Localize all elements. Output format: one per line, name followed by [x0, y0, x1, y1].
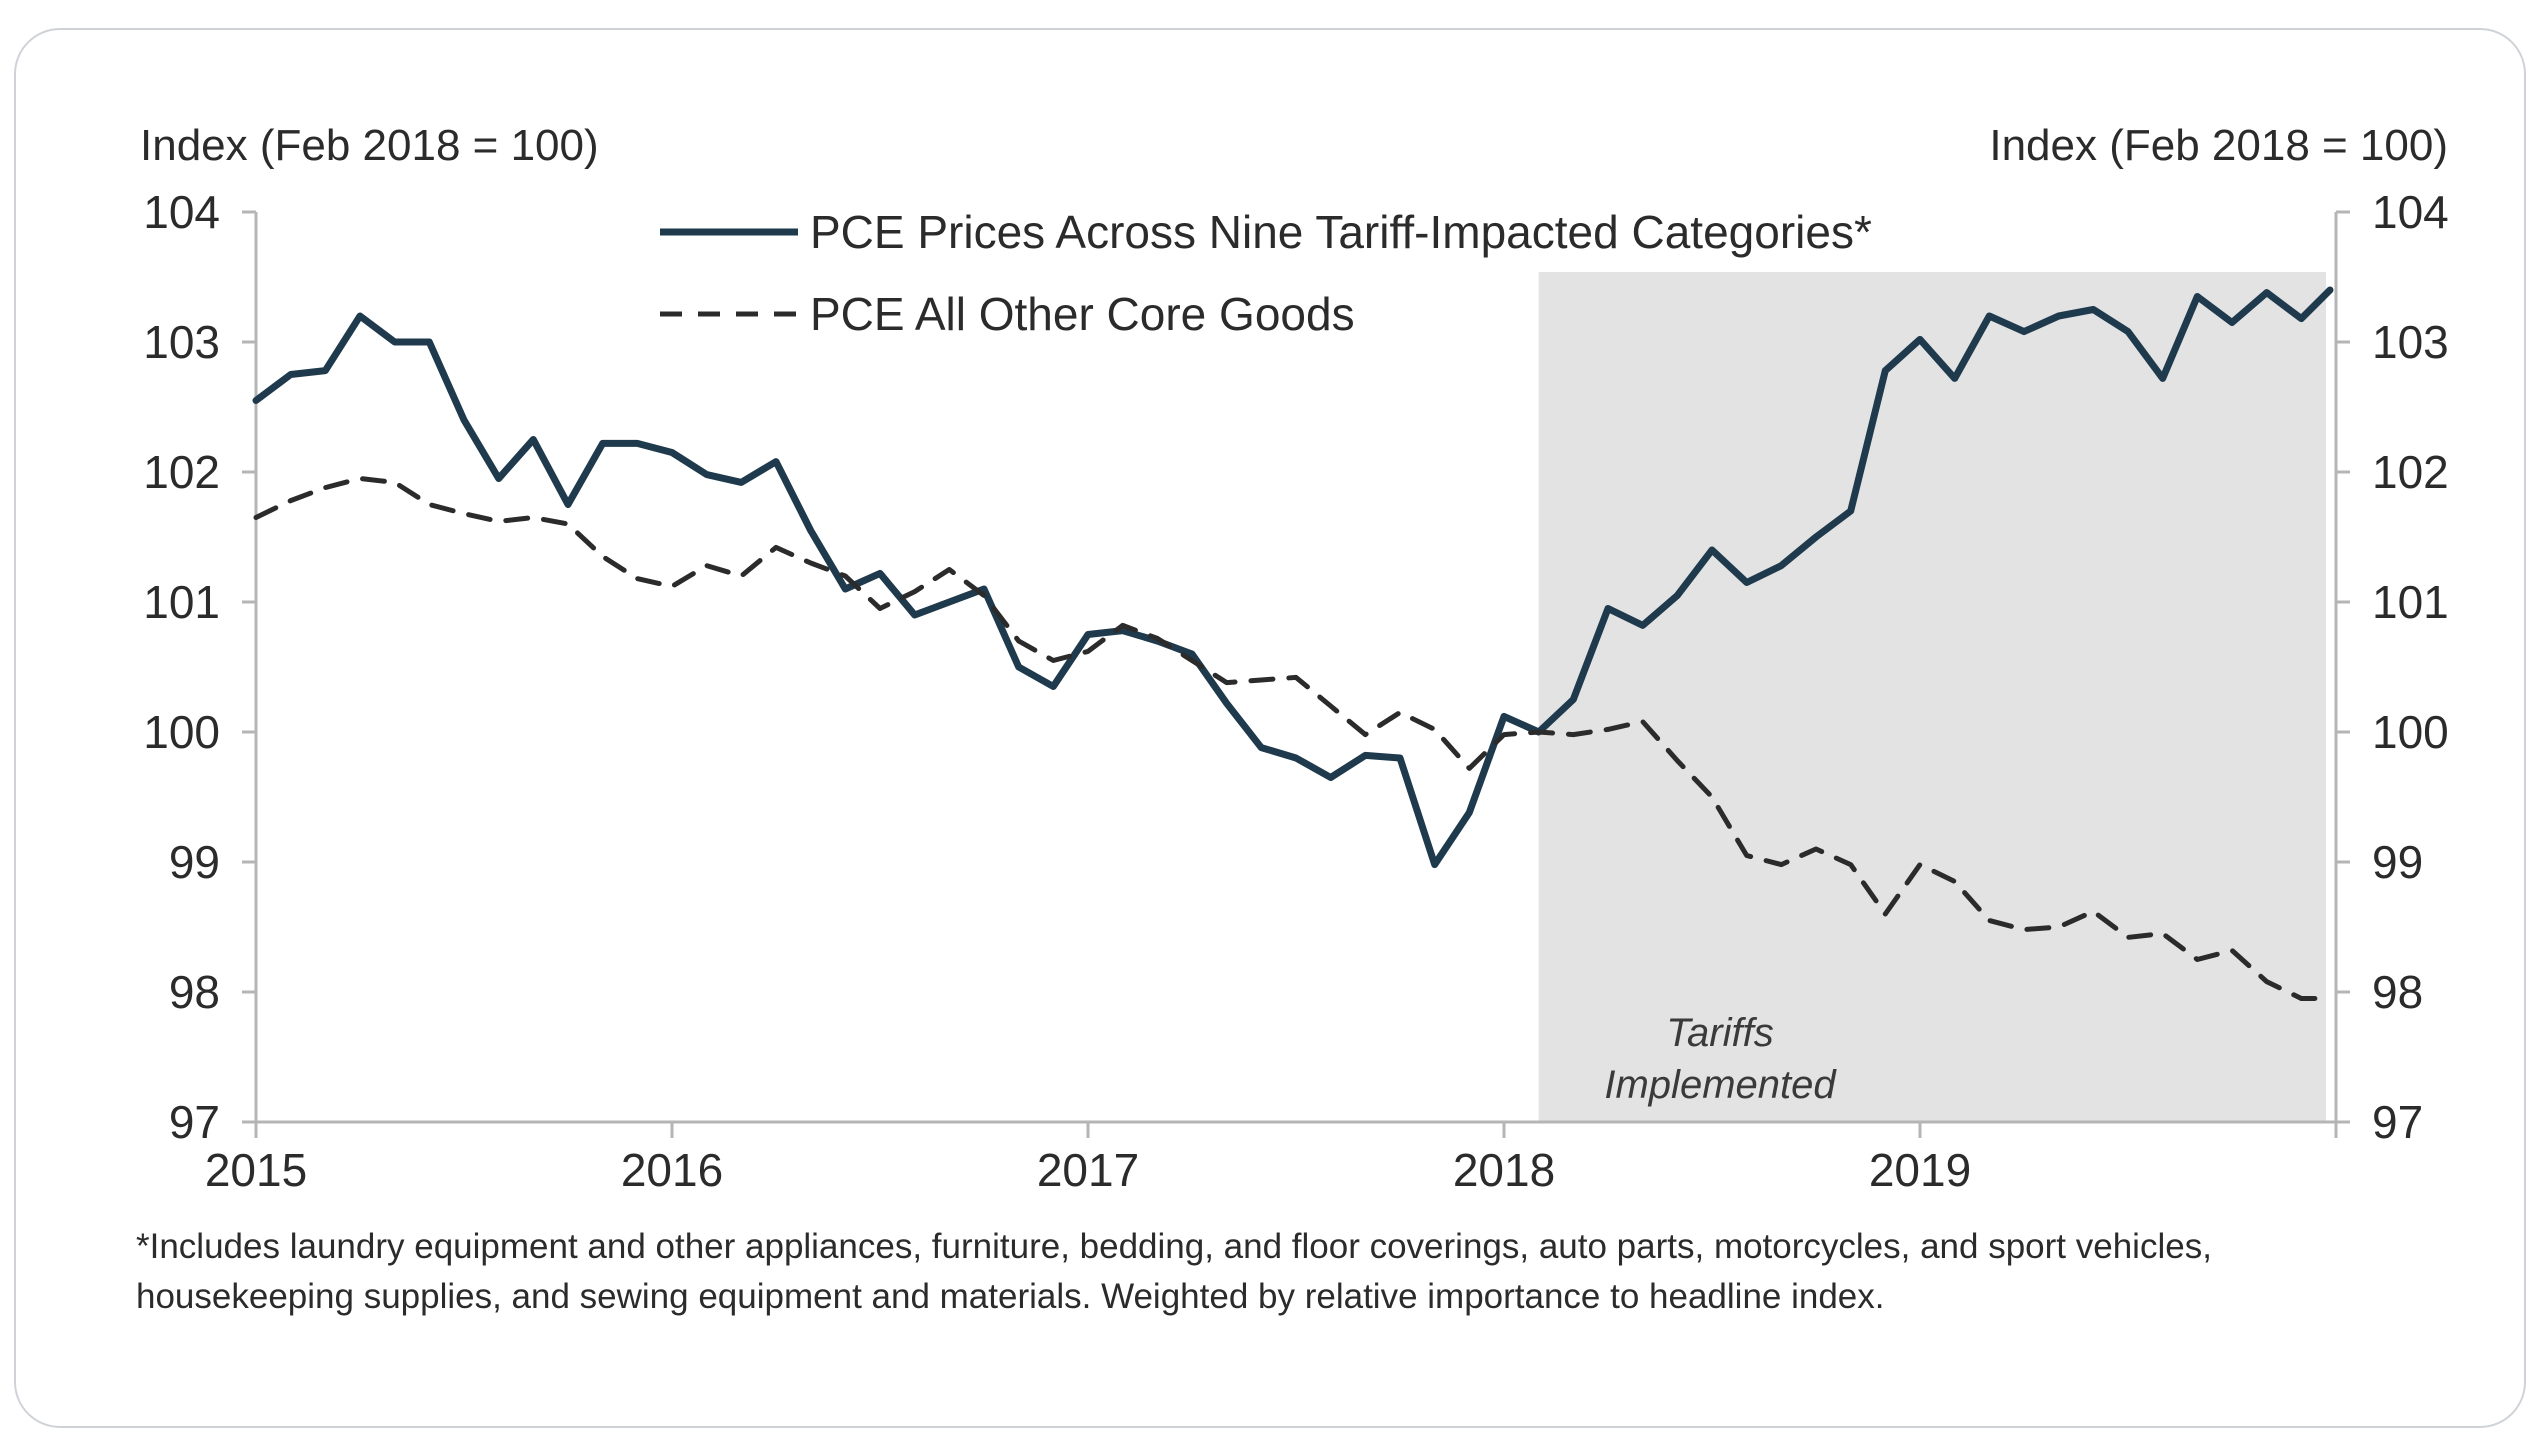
right-axis-title: Index (Feb 2018 = 100) [1989, 121, 2448, 170]
right-y-tick-label: 100 [2372, 706, 2449, 758]
right-y-tick-label: 103 [2372, 316, 2449, 368]
footnote: *Includes laundry equipment and other ap… [136, 1227, 2212, 1316]
shaded-region-label-line2: Implemented [1604, 1063, 1837, 1107]
right-y-tick-label: 102 [2372, 446, 2449, 498]
left-y-tick-label: 99 [169, 836, 220, 888]
right-y-tick-label: 97 [2372, 1096, 2423, 1148]
shaded-region-label-line1: Tariffs [1666, 1011, 1773, 1055]
left-y-tick-label: 97 [169, 1096, 220, 1148]
legend-label-tariff-categories: PCE Prices Across Nine Tariff-Impacted C… [810, 206, 1872, 258]
legend: PCE Prices Across Nine Tariff-Impacted C… [660, 206, 1872, 340]
left-y-tick-label: 98 [169, 966, 220, 1018]
left-y-tick-label: 104 [143, 186, 220, 238]
right-y-tick-label: 99 [2372, 836, 2423, 888]
right-y-tick-label: 101 [2372, 576, 2449, 628]
tariffs-shaded-region [1538, 272, 2326, 1122]
left-axis-title: Index (Feb 2018 = 100) [140, 121, 599, 170]
left-y-tick-label: 101 [143, 576, 220, 628]
right-y-tick-label: 98 [2372, 966, 2423, 1018]
x-tick-label: 2019 [1869, 1144, 1971, 1196]
x-tick-label: 2018 [1453, 1144, 1555, 1196]
left-y-tick-label: 103 [143, 316, 220, 368]
x-tick-label: 2016 [621, 1144, 723, 1196]
x-tick-label: 2017 [1037, 1144, 1139, 1196]
legend-label-other-core-goods: PCE All Other Core Goods [810, 288, 1355, 340]
right-y-tick-label: 104 [2372, 186, 2449, 238]
left-y-tick-label: 102 [143, 446, 220, 498]
left-y-tick-label: 100 [143, 706, 220, 758]
x-tick-label: 2015 [205, 1144, 307, 1196]
